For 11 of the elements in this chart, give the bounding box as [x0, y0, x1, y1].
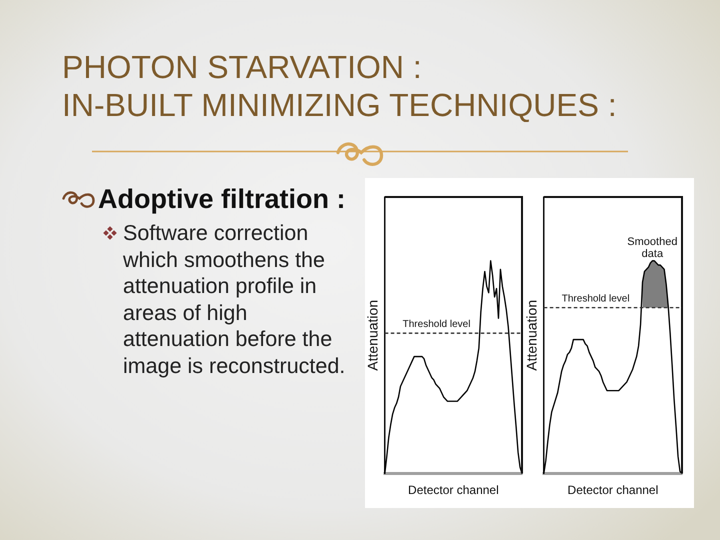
x-axis-title: Detector channel: [408, 483, 499, 498]
y-axis-title: Attenuation: [364, 300, 380, 371]
text: Software correction which smoothens the attenuation profile in areas of high attenuation before the image is reconstructed.: [123, 220, 346, 379]
text: IN-BUILT MINIMIZING TECHNIQUES :: [62, 86, 617, 124]
annotation: Smoothed data: [627, 236, 678, 260]
text: PHOTON STARVATION :: [62, 48, 422, 86]
x-axis-title: Detector channel: [568, 483, 658, 498]
y-axis-title: Attenuation: [523, 300, 540, 371]
ref-line-label: Threshold level: [402, 318, 470, 330]
ref-line-label: Threshold level: [562, 293, 630, 304]
text: Adoptive filtration :: [98, 184, 346, 214]
